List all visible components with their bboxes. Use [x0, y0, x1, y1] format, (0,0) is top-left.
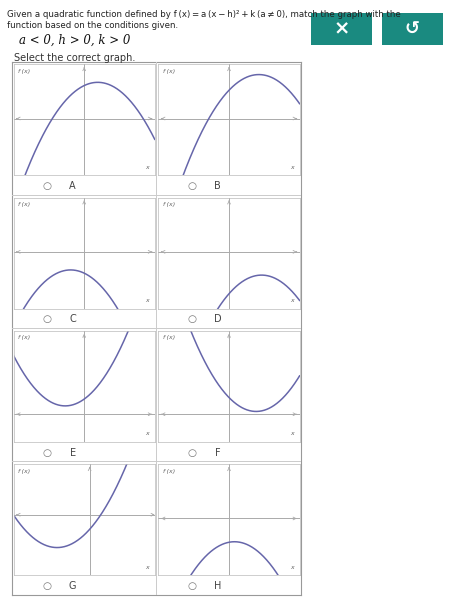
Text: ↺: ↺	[405, 20, 420, 38]
Text: D: D	[214, 315, 221, 324]
Text: ○: ○	[42, 581, 51, 591]
Text: Select the correct graph.: Select the correct graph.	[14, 53, 136, 64]
Text: F: F	[215, 448, 220, 458]
Text: x: x	[146, 298, 149, 303]
Text: ○: ○	[187, 581, 196, 591]
Text: A: A	[69, 181, 76, 191]
Text: x: x	[290, 165, 294, 170]
Text: ○: ○	[187, 315, 196, 324]
Text: ○: ○	[42, 448, 51, 458]
Text: f (x): f (x)	[18, 335, 30, 341]
Text: f (x): f (x)	[18, 202, 30, 207]
Text: x: x	[290, 431, 294, 436]
Text: x: x	[146, 431, 149, 436]
Text: x: x	[146, 165, 149, 170]
Text: f (x): f (x)	[162, 202, 175, 207]
Text: f (x): f (x)	[162, 468, 175, 474]
Text: C: C	[69, 315, 76, 324]
Text: B: B	[214, 181, 221, 191]
Text: f (x): f (x)	[162, 68, 175, 74]
Text: x: x	[290, 565, 294, 570]
Text: f (x): f (x)	[18, 468, 30, 474]
Text: x: x	[146, 565, 149, 570]
Text: function based on the conditions given.: function based on the conditions given.	[7, 21, 178, 30]
Text: f (x): f (x)	[18, 68, 30, 74]
Text: E: E	[70, 448, 76, 458]
Text: f (x): f (x)	[162, 335, 175, 341]
Text: ○: ○	[42, 315, 51, 324]
Text: a < 0, h > 0, k > 0: a < 0, h > 0, k > 0	[19, 34, 130, 47]
Text: ×: ×	[333, 19, 349, 39]
Text: x: x	[290, 298, 294, 303]
Text: G: G	[69, 581, 76, 591]
Text: H: H	[214, 581, 221, 591]
Text: Given a quadratic function defined by f (x) = a (x − h)² + k (a ≠ 0), match the : Given a quadratic function defined by f …	[7, 10, 401, 19]
Text: ○: ○	[42, 181, 51, 191]
Text: ○: ○	[187, 448, 196, 458]
Text: ○: ○	[187, 181, 196, 191]
